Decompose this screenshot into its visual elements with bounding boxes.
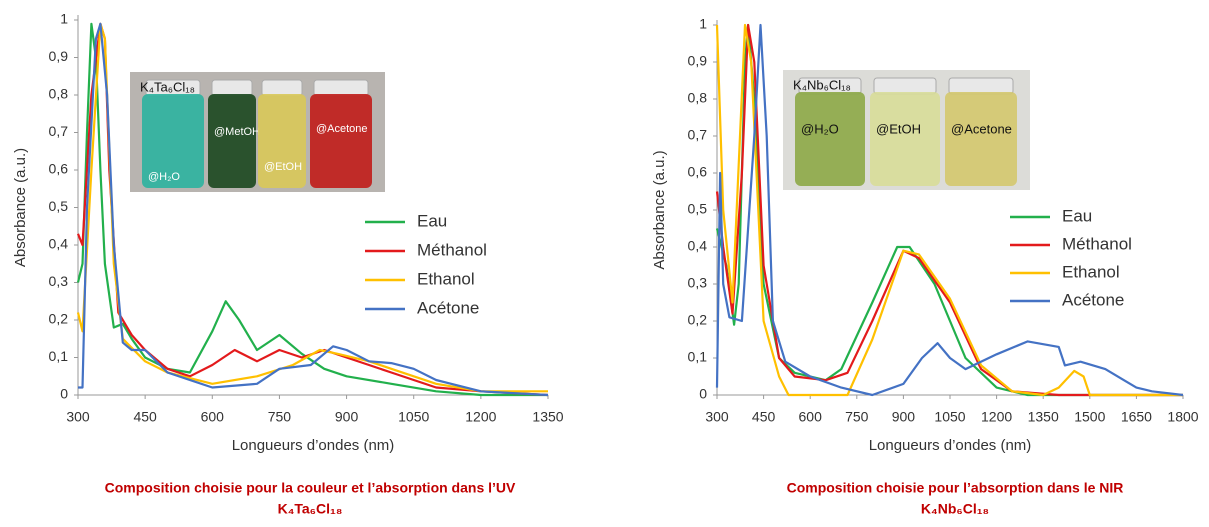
series-line	[715, 23, 1183, 397]
vial	[870, 92, 940, 186]
vial	[945, 92, 1017, 186]
x-tick-label: 600	[799, 409, 823, 425]
legend-label: Eau	[417, 211, 447, 230]
y-tick-label: 0,4	[49, 236, 69, 252]
y-tick-label: 0,6	[688, 164, 708, 180]
y-tick-label: 0,5	[688, 201, 708, 217]
y-axis-label: Absorbance (a.u.)	[12, 148, 29, 267]
y-tick-label: 1	[60, 11, 68, 27]
y-tick-label: 0,7	[688, 127, 708, 143]
y-tick-label: 0,1	[688, 349, 708, 365]
vial-cap	[211, 79, 253, 97]
x-tick-label: 300	[705, 409, 729, 425]
y-tick-label: 0,7	[49, 123, 69, 139]
x-tick-label: 450	[133, 409, 157, 425]
y-tick-label: 1	[699, 16, 707, 32]
vial	[142, 94, 204, 188]
y-tick-label: 0,8	[49, 86, 69, 102]
y-tick-label: 0	[699, 386, 707, 402]
series-line	[715, 23, 1184, 397]
y-tick-label: 0,5	[49, 198, 69, 214]
legend-label: Ethanol	[1062, 262, 1120, 281]
vial	[795, 92, 865, 186]
y-tick-label: 0,2	[49, 311, 69, 327]
legend-label: Acétone	[417, 298, 479, 317]
x-tick-label: 450	[752, 409, 776, 425]
caption: Composition choisie pour la couleur et l…	[105, 480, 516, 496]
legend-label: Ethanol	[417, 269, 475, 288]
caption: Composition choisie pour l’absorption da…	[787, 480, 1124, 496]
vial-label: @Acetone	[316, 123, 368, 135]
y-tick-label: 0,3	[688, 275, 708, 291]
x-axis-label: Longueurs d’ondes (nm)	[232, 437, 395, 454]
vial-cap	[313, 79, 369, 97]
caption-formula: K₄Nb₆Cl₁₈	[921, 501, 989, 517]
x-tick-label: 1350	[532, 409, 563, 425]
vial	[258, 94, 306, 188]
x-tick-label: 750	[845, 409, 869, 425]
y-tick-label: 0	[60, 386, 68, 402]
y-tick-label: 0,6	[49, 161, 69, 177]
y-tick-label: 0,1	[49, 348, 69, 364]
legend-label: Eau	[1062, 206, 1092, 225]
x-tick-label: 600	[201, 409, 225, 425]
vial-label: @EtOH	[264, 161, 302, 173]
y-tick-label: 0,2	[688, 312, 708, 328]
y-tick-label: 0,4	[688, 238, 708, 254]
x-tick-label: 300	[66, 409, 90, 425]
x-tick-label: 1200	[981, 409, 1012, 425]
vial-label: @H₂O	[801, 121, 839, 136]
y-tick-label: 0,3	[49, 273, 69, 289]
vial-cap	[873, 77, 937, 95]
x-tick-label: 1800	[1167, 409, 1198, 425]
vial-cap	[261, 79, 303, 97]
vial-label: @MetOH	[214, 126, 260, 138]
x-tick-label: 1050	[934, 409, 965, 425]
caption-formula: K₄Ta₆Cl₁₈	[278, 501, 343, 517]
y-tick-label: 0,9	[49, 48, 69, 64]
x-tick-label: 900	[892, 409, 916, 425]
legend-label: Méthanol	[1062, 234, 1132, 253]
x-tick-label: 1650	[1121, 409, 1152, 425]
x-tick-label: 1500	[1074, 409, 1105, 425]
legend-label: Acétone	[1062, 290, 1124, 309]
y-tick-label: 0,9	[688, 53, 708, 69]
vial-cap	[948, 77, 1014, 95]
x-tick-label: 900	[335, 409, 359, 425]
photo-title: K₄Nb₆Cl₁₈	[793, 77, 851, 92]
vial-label: @Acetone	[951, 121, 1012, 136]
vial-label: @EtOH	[876, 121, 921, 136]
photo-title: K₄Ta₆Cl₁₈	[140, 79, 195, 94]
y-tick-label: 0,8	[688, 90, 708, 106]
series-line	[715, 23, 1183, 397]
x-tick-label: 1200	[465, 409, 496, 425]
x-tick-label: 750	[268, 409, 292, 425]
x-tick-label: 1350	[1028, 409, 1059, 425]
vial	[310, 94, 372, 188]
x-axis-label: Longueurs d’ondes (nm)	[869, 437, 1032, 454]
vial-label: @H₂O	[148, 171, 180, 183]
vial	[208, 94, 256, 188]
y-axis-label: Absorbance (a.u.)	[651, 150, 668, 269]
series-line	[78, 22, 549, 397]
x-tick-label: 1050	[398, 409, 429, 425]
legend-label: Méthanol	[417, 240, 487, 259]
